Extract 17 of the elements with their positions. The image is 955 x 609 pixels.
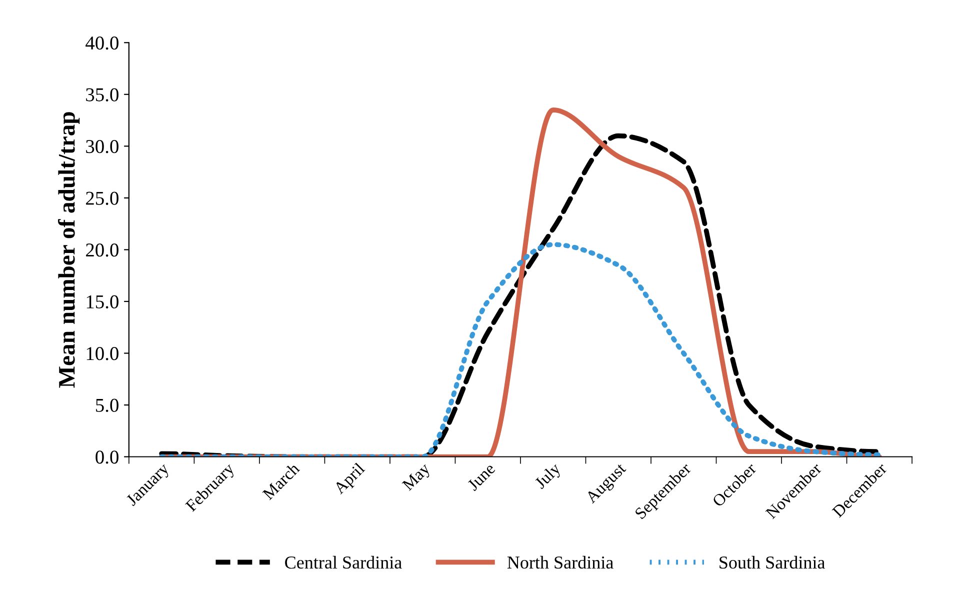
line-series bbox=[159, 242, 882, 457]
y-tick-label: 35.0 bbox=[86, 88, 118, 102]
y-tick-label: 40.0 bbox=[86, 36, 118, 50]
legend-label: North Sardinia bbox=[507, 556, 614, 569]
y-tick-label: 25.0 bbox=[86, 192, 118, 205]
y-tick-label: 15.0 bbox=[86, 295, 118, 308]
legend-label: South Sardinia bbox=[720, 556, 825, 569]
y-tick-label: 30.0 bbox=[86, 140, 118, 154]
legend-label: Central Sardinia bbox=[285, 556, 402, 569]
y-axis-title: Mean number of adult/trap bbox=[58, 112, 80, 388]
y-tick-label: 0.0 bbox=[96, 450, 118, 464]
y-tick-label: 20.0 bbox=[86, 244, 118, 257]
x-tick-label: July bbox=[534, 462, 564, 492]
x-tick-label: June bbox=[466, 462, 496, 492]
x-tick-label: May bbox=[402, 462, 434, 494]
y-tick-label: 10.0 bbox=[86, 347, 118, 360]
y-tick-label: 5.0 bbox=[96, 398, 118, 412]
